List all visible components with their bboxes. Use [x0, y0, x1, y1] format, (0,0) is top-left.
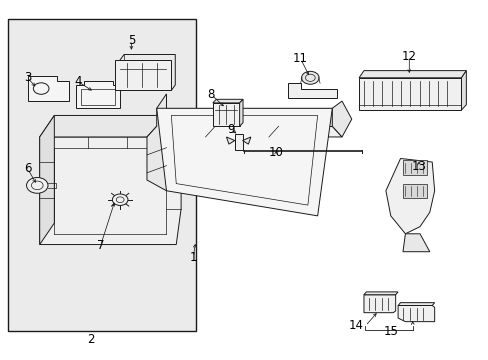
Text: 9: 9	[226, 122, 234, 136]
Polygon shape	[40, 116, 54, 244]
Text: 7: 7	[97, 239, 104, 252]
Text: 5: 5	[127, 33, 135, 47]
Polygon shape	[402, 234, 429, 252]
Text: 15: 15	[383, 325, 397, 338]
Polygon shape	[242, 137, 250, 144]
Polygon shape	[239, 99, 243, 126]
Polygon shape	[385, 158, 434, 234]
Polygon shape	[363, 292, 397, 295]
Polygon shape	[40, 137, 181, 244]
Text: 14: 14	[348, 319, 364, 332]
Polygon shape	[147, 94, 166, 191]
Polygon shape	[27, 76, 69, 101]
Text: 3: 3	[24, 71, 31, 84]
Bar	[234, 134, 242, 150]
Polygon shape	[358, 71, 466, 78]
Text: 13: 13	[411, 160, 426, 173]
Polygon shape	[397, 306, 434, 321]
Text: 1: 1	[189, 251, 197, 264]
Bar	[81, 89, 115, 105]
Polygon shape	[288, 83, 336, 98]
Polygon shape	[212, 103, 239, 126]
Polygon shape	[157, 108, 331, 216]
Polygon shape	[212, 99, 243, 103]
Text: 2: 2	[87, 333, 95, 346]
Polygon shape	[397, 303, 434, 306]
Polygon shape	[358, 78, 461, 110]
Polygon shape	[157, 108, 331, 126]
Bar	[8, 19, 195, 330]
Polygon shape	[115, 60, 171, 90]
Polygon shape	[40, 116, 185, 137]
Text: 11: 11	[292, 52, 307, 65]
Polygon shape	[461, 71, 466, 110]
Polygon shape	[147, 126, 341, 137]
Bar	[402, 184, 427, 198]
Circle shape	[26, 177, 48, 193]
Text: 4: 4	[74, 75, 81, 88]
Polygon shape	[76, 81, 120, 108]
Polygon shape	[363, 295, 395, 313]
Circle shape	[301, 71, 319, 84]
Bar	[402, 160, 427, 175]
Text: 10: 10	[268, 145, 283, 158]
Polygon shape	[331, 101, 351, 137]
Text: 12: 12	[401, 50, 416, 63]
Text: 8: 8	[207, 88, 215, 101]
Polygon shape	[226, 137, 234, 144]
Circle shape	[112, 194, 128, 206]
Text: 6: 6	[24, 162, 31, 175]
